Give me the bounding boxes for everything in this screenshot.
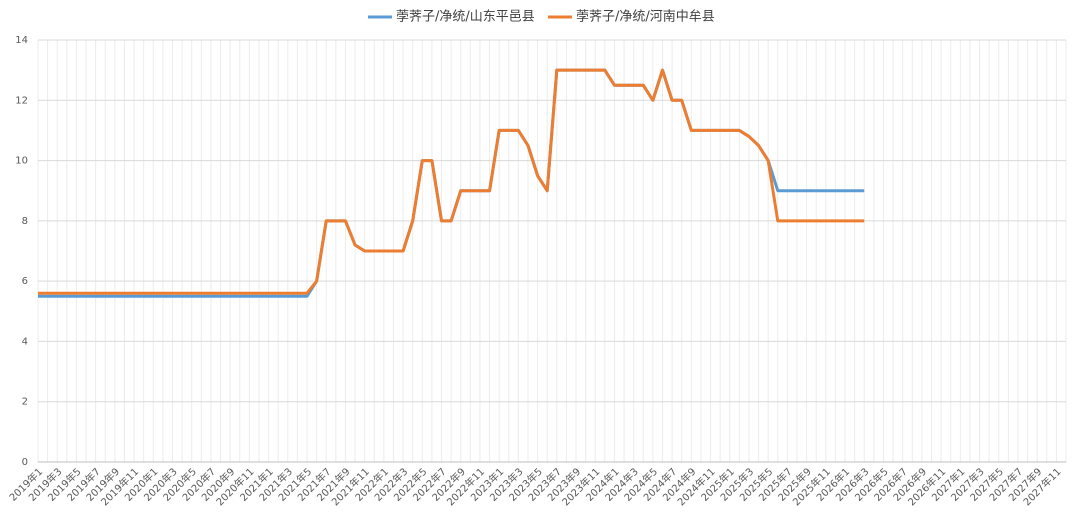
y-tick-label: 0 (22, 457, 28, 468)
y-tick-label: 6 (22, 276, 28, 287)
y-tick-label: 2 (22, 397, 28, 408)
y-tick-label: 14 (15, 35, 28, 46)
y-tick-label: 8 (22, 216, 28, 227)
series-line (38, 68, 865, 295)
y-tick-label: 10 (15, 156, 28, 167)
legend-label: 荸荠子/净统/山东平邑县 (396, 10, 535, 25)
y-tick-label: 4 (22, 336, 28, 347)
y-tick-label: 12 (15, 95, 28, 106)
legend-label: 荸荠子/净统/河南中牟县 (576, 9, 715, 25)
